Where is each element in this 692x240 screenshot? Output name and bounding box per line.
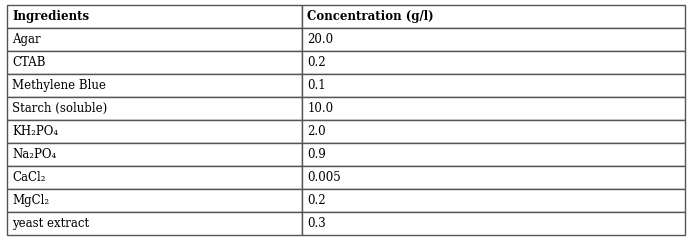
Bar — [302, 189, 685, 212]
Bar — [302, 120, 685, 143]
Bar — [7, 51, 302, 74]
Bar — [302, 28, 685, 51]
Text: 10.0: 10.0 — [307, 102, 334, 115]
Bar — [302, 5, 685, 28]
Text: Concentration (g/l): Concentration (g/l) — [307, 10, 434, 23]
Bar — [7, 189, 302, 212]
Text: CTAB: CTAB — [12, 56, 46, 69]
Text: 20.0: 20.0 — [307, 33, 334, 46]
Bar — [302, 51, 685, 74]
Text: Agar: Agar — [12, 33, 41, 46]
Text: yeast extract: yeast extract — [12, 217, 89, 230]
Bar — [7, 28, 302, 51]
Bar — [302, 74, 685, 97]
Bar — [302, 143, 685, 166]
Text: Methylene Blue: Methylene Blue — [12, 79, 107, 92]
Bar — [302, 212, 685, 235]
Bar — [7, 212, 302, 235]
Bar — [7, 74, 302, 97]
Text: 2.0: 2.0 — [307, 125, 326, 138]
Bar — [7, 143, 302, 166]
Text: 0.2: 0.2 — [307, 194, 326, 207]
Text: CaCl₂: CaCl₂ — [12, 171, 46, 184]
Text: Starch (soluble): Starch (soluble) — [12, 102, 108, 115]
Text: 0.1: 0.1 — [307, 79, 326, 92]
Text: MgCl₂: MgCl₂ — [12, 194, 50, 207]
Text: KH₂PO₄: KH₂PO₄ — [12, 125, 59, 138]
Bar — [7, 166, 302, 189]
Text: 0.005: 0.005 — [307, 171, 341, 184]
Text: 0.2: 0.2 — [307, 56, 326, 69]
Bar — [7, 5, 302, 28]
Text: Ingredients: Ingredients — [12, 10, 89, 23]
Text: 0.9: 0.9 — [307, 148, 326, 161]
Bar — [302, 166, 685, 189]
Text: Na₂PO₄: Na₂PO₄ — [12, 148, 57, 161]
Bar — [302, 97, 685, 120]
Text: 0.3: 0.3 — [307, 217, 326, 230]
Bar — [7, 97, 302, 120]
Bar — [7, 120, 302, 143]
